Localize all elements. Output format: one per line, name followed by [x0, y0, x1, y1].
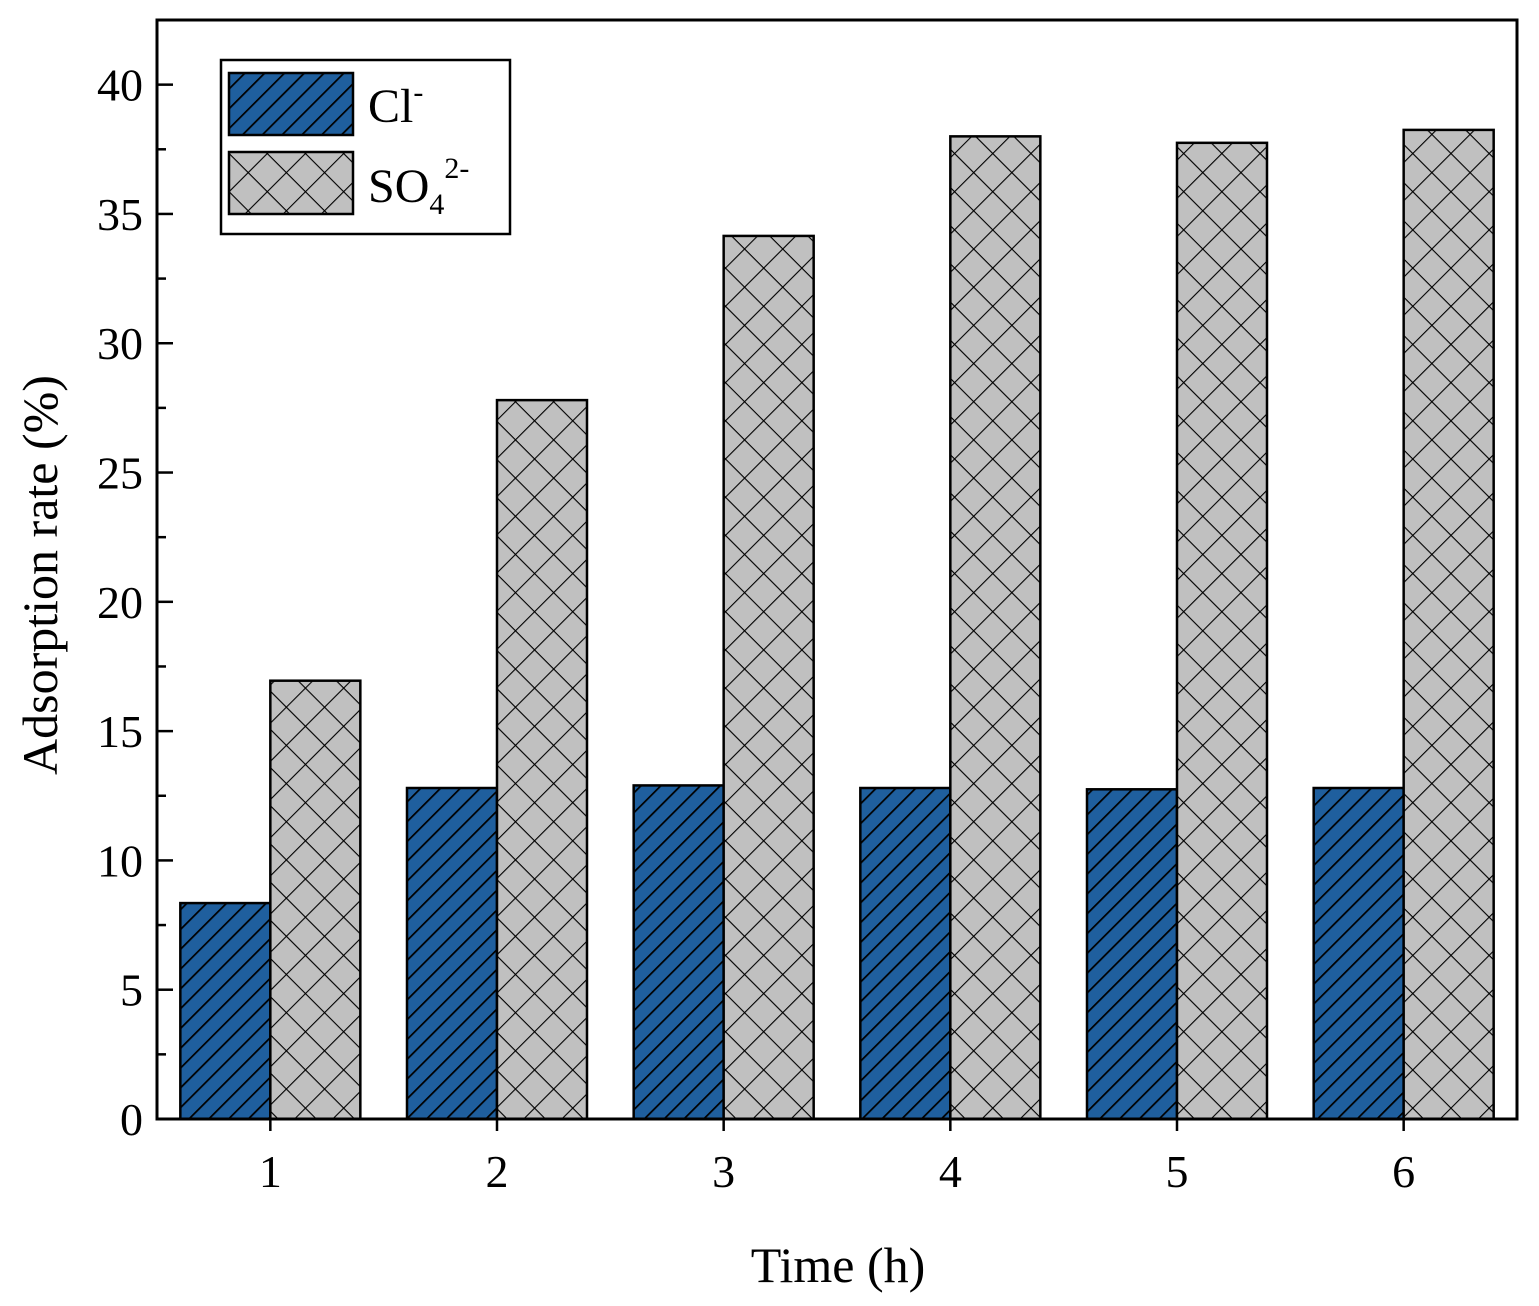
y-tick-label: 15	[97, 706, 143, 757]
y-tick-label: 20	[97, 577, 143, 628]
legend-swatch-so4	[227, 150, 355, 216]
x-tick-label: 6	[1392, 1146, 1415, 1197]
bar-cl-4	[859, 786, 952, 1121]
y-tick-label: 40	[97, 60, 143, 111]
legend-label-so4: SO42-	[368, 152, 469, 221]
y-tick-label: 30	[97, 318, 143, 369]
y-tick-label: 25	[97, 448, 143, 499]
legend: Cl- SO42-	[219, 58, 512, 236]
y-tick-label: 5	[120, 965, 143, 1016]
bar-so4-3	[722, 234, 815, 1121]
x-tick-label: 4	[939, 1146, 962, 1197]
plot-frame	[155, 18, 1519, 1121]
y-axis-title: Adsorption rate (%)	[12, 375, 68, 775]
bar-cl-1	[179, 901, 272, 1121]
bar-so4-2	[495, 398, 589, 1121]
bar-so4-1	[269, 679, 362, 1121]
bars-layer	[179, 128, 1495, 1121]
bar-cl-3	[632, 784, 725, 1121]
x-axis-title: Time (h)	[751, 1237, 926, 1293]
x-tick-label: 1	[259, 1146, 282, 1197]
legend-label-cl: Cl-	[368, 76, 423, 133]
y-tick-label: 0	[120, 1094, 143, 1145]
x-tick-label: 3	[712, 1146, 735, 1197]
y-tick-label: 35	[97, 189, 143, 240]
y-tick-label: 10	[97, 835, 143, 886]
bar-cl-6	[1312, 786, 1405, 1121]
bar-cl-5	[1085, 788, 1179, 1121]
axes-layer: 0 5 10 15 20 25 30 35 40 1 2 3 4 5 6	[97, 18, 1519, 1197]
bar-cl-2	[405, 786, 499, 1121]
bar-so4-4	[949, 135, 1042, 1121]
bar-so4-6	[1402, 128, 1495, 1121]
bar-so4-5	[1175, 141, 1269, 1121]
legend-swatch-cl	[227, 71, 355, 137]
x-tick-label: 5	[1166, 1146, 1189, 1197]
x-tick-label: 2	[486, 1146, 509, 1197]
